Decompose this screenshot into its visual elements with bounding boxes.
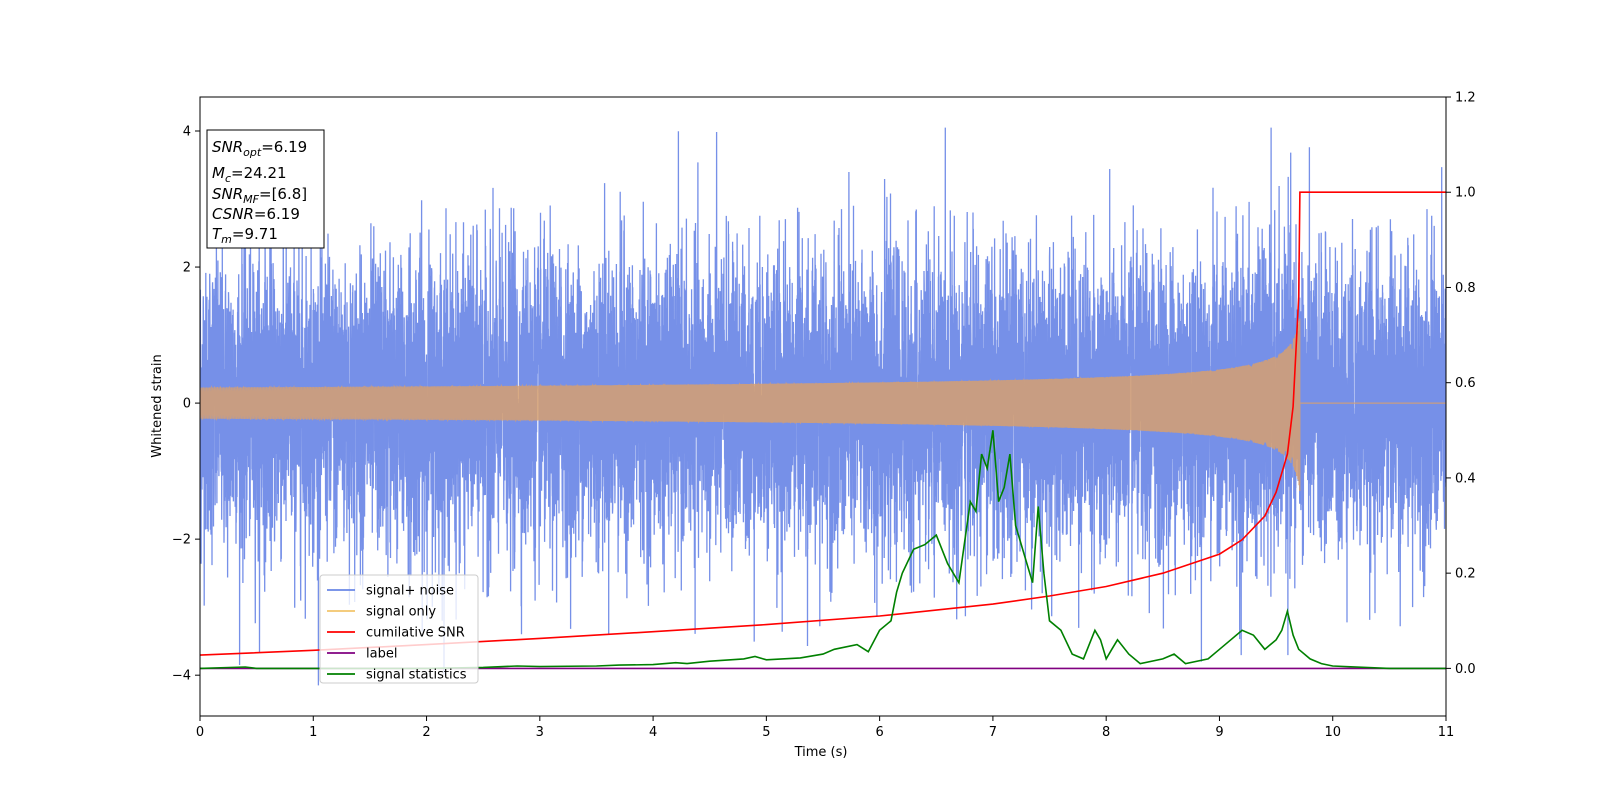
x-tick-label: 11 xyxy=(1438,725,1455,740)
plot-frame xyxy=(199,96,1447,717)
x-tick-label: 3 xyxy=(536,725,544,740)
signal-only-line xyxy=(200,318,1446,491)
x-axis-title: Time (s) xyxy=(794,745,848,760)
legend-label: signal statistics xyxy=(366,668,467,683)
y-left-tick-label: 0 xyxy=(183,397,191,412)
x-tick-label: 10 xyxy=(1324,725,1341,740)
y-left-tick-label: −2 xyxy=(172,533,191,548)
y-right-tick-label: 0.0 xyxy=(1455,662,1476,677)
annotation-csnr: CSNR=6.19 xyxy=(212,205,300,223)
y-left-tick-label: −4 xyxy=(172,669,191,684)
x-tick-label: 9 xyxy=(1215,725,1223,740)
y-left-tick-label: 2 xyxy=(183,261,191,276)
y-left-tick-label: 4 xyxy=(183,125,191,140)
x-tick-label: 8 xyxy=(1102,725,1110,740)
signal-statistics-line xyxy=(200,430,1446,670)
legend: signal+ noise signal only cumilative SNR la… xyxy=(319,574,479,684)
legend-label: signal+ noise xyxy=(366,584,454,599)
y-right-tick-label: 0.2 xyxy=(1455,567,1476,582)
x-tick-label: 1 xyxy=(309,725,317,740)
annotation-box: SNRopt=6.19 Mc=24.21 SNRMF=[6.8] CSNR=6.… xyxy=(206,129,325,249)
annotation-merger-time: Tm=9.71 xyxy=(212,225,278,246)
legend-label: label xyxy=(366,647,397,662)
y-right-tick-label: 0.4 xyxy=(1455,471,1476,486)
x-tick-label: 2 xyxy=(422,725,430,740)
x-tick-label: 4 xyxy=(649,725,657,740)
y-right-tick-label: 0.6 xyxy=(1455,376,1476,391)
x-tick-label: 5 xyxy=(762,725,770,740)
signal-plus-noise-line xyxy=(200,127,1446,686)
x-tick-label: 7 xyxy=(989,725,997,740)
y-right-axis-ticks: 0.0 0.2 0.4 0.6 0.8 1.0 1.2 xyxy=(1446,91,1476,677)
y-left-axis-ticks: −4 −2 0 2 4 xyxy=(172,125,200,684)
cumulative-snr-line xyxy=(200,191,1446,656)
x-axis-ticks: 0 1 2 3 4 5 6 7 8 9 10 11 xyxy=(196,716,1454,740)
annotation-chirp-mass: Mc=24.21 xyxy=(212,164,287,185)
y-axis-title: Whitened strain xyxy=(150,354,165,457)
annotation-snr-opt: SNRopt=6.19 xyxy=(212,138,307,159)
legend-label: signal only xyxy=(366,605,436,620)
x-tick-label: 6 xyxy=(875,725,883,740)
legend-label: cumilative SNR xyxy=(366,626,465,641)
y-right-tick-label: 1.2 xyxy=(1455,91,1476,106)
x-tick-label: 0 xyxy=(196,725,204,740)
y-right-tick-label: 0.8 xyxy=(1455,281,1476,296)
annotation-snr-mf: SNRMF=[6.8] xyxy=(212,185,307,206)
y-right-tick-label: 1.0 xyxy=(1455,186,1476,201)
